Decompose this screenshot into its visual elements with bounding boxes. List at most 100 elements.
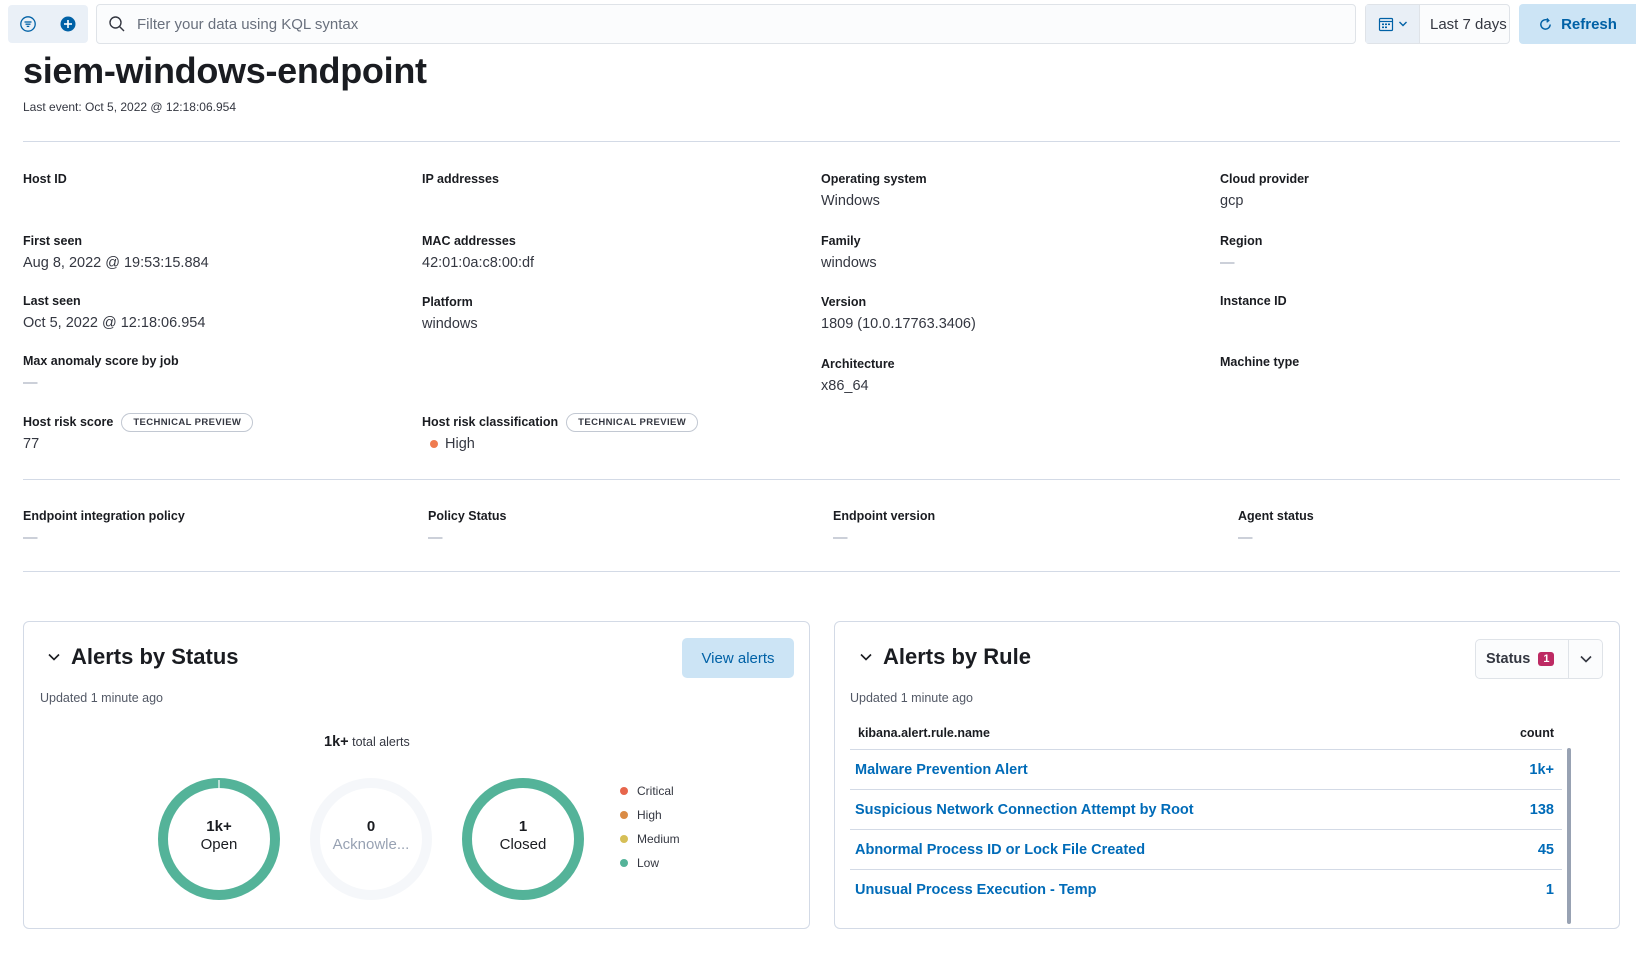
legend-swatch <box>620 787 628 795</box>
legend-item-low[interactable]: Low <box>620 851 680 875</box>
divider <box>23 141 1620 142</box>
page-title: siem-windows-endpoint <box>23 50 427 91</box>
field-label-text: Host risk score <box>23 415 114 429</box>
field-label: MAC addresses <box>422 234 516 248</box>
field-label: Host risk classification TECHNICAL PREVI… <box>422 412 699 432</box>
view-alerts-button[interactable]: View alerts <box>682 638 794 678</box>
legend-swatch <box>620 835 628 843</box>
cloud-provider-field: Cloud provider gcp <box>1220 170 1309 209</box>
rule-count-link[interactable]: 138 <box>1529 801 1554 818</box>
donut-count: 1 <box>518 818 528 835</box>
refresh-button[interactable]: Refresh <box>1519 4 1636 44</box>
field-label: Operating system <box>821 172 927 186</box>
rule-name-link[interactable]: Suspicious Network Connection Attempt by… <box>855 801 1194 818</box>
field-value: — <box>1238 530 1253 546</box>
legend-label: Medium <box>637 832 680 846</box>
table-row: Unusual Process Execution - Temp 1 <box>850 870 1562 910</box>
field-label: Cloud provider <box>1220 172 1309 186</box>
refresh-icon <box>1540 17 1551 30</box>
field-label-text: Host risk classification <box>422 415 559 429</box>
host-risk-score-field: Host risk score TECHNICAL PREVIEW 77 <box>23 412 254 452</box>
architecture-field: Architecture x86_64 <box>821 355 895 394</box>
field-value: Oct 5, 2022 @ 12:18:06.954 <box>23 315 206 331</box>
donut-count: 0 <box>366 818 376 835</box>
donut-open[interactable] <box>157 777 281 901</box>
instance-id-field: Instance ID <box>1220 292 1287 315</box>
collapse-chevron-icon[interactable] <box>859 650 873 664</box>
field-label: Platform <box>422 295 473 309</box>
alerts-by-status-panel: Alerts by Status Updated 1 minute ago Vi… <box>23 621 810 929</box>
field-value[interactable]: 1809 (10.0.17763.3406) <box>821 316 976 332</box>
status-filter-button[interactable]: Status 1 <box>1475 639 1603 679</box>
field-value: — <box>1220 255 1235 271</box>
agent-status-field: Agent status — <box>1238 507 1314 546</box>
field-label: Policy Status <box>428 509 507 523</box>
kql-search-field <box>96 4 1356 44</box>
panel-header: Alerts by Rule <box>859 644 1031 670</box>
field-label: Agent status <box>1238 509 1314 523</box>
operating-system-field: Operating system Windows <box>821 170 927 209</box>
total-suffix: total alerts <box>352 735 410 749</box>
date-picker: Last 7 days <box>1365 4 1510 44</box>
field-label: Architecture <box>821 357 895 371</box>
legend-swatch <box>620 811 628 819</box>
rule-name-link[interactable]: Unusual Process Execution - Temp <box>855 882 1097 898</box>
field-label: First seen <box>23 234 83 248</box>
table-scrollbar[interactable] <box>1567 748 1571 924</box>
date-range-label[interactable]: Last 7 days <box>1430 15 1507 33</box>
field-value[interactable]: windows <box>821 255 877 271</box>
chevron-down-icon <box>1398 21 1407 27</box>
donut-count: 1k+ <box>206 818 232 835</box>
field-label: Last seen <box>23 294 81 308</box>
legend-item-critical[interactable]: Critical <box>620 779 680 803</box>
refresh-label: Refresh <box>1561 15 1617 33</box>
legend-item-medium[interactable]: Medium <box>620 827 680 851</box>
host-risk-classification-field: Host risk classification TECHNICAL PREVI… <box>422 412 699 452</box>
donut-status: Acknowle... <box>332 836 410 853</box>
search-icon <box>97 15 137 33</box>
legend-swatch <box>620 859 628 867</box>
total-alerts: 1k+ total alerts <box>324 734 410 750</box>
donut-closed-label: 1 Closed <box>461 818 585 854</box>
collapse-chevron-icon[interactable] <box>47 650 61 664</box>
field-value[interactable]: Windows <box>821 193 880 209</box>
rule-name-link[interactable]: Malware Prevention Alert <box>855 761 1028 778</box>
donut-acknowledged-label: 0 Acknowle... <box>309 818 433 854</box>
host-id-field: Host ID <box>23 170 67 193</box>
field-value[interactable]: gcp <box>1220 193 1244 209</box>
field-value[interactable]: x86_64 <box>821 378 869 394</box>
field-value: — <box>23 375 38 391</box>
legend-label: High <box>637 808 662 822</box>
field-value: — <box>23 530 38 546</box>
donut-closed[interactable] <box>461 777 585 901</box>
rule-count-link[interactable]: 1 <box>1545 882 1554 898</box>
field-value: Aug 8, 2022 @ 19:53:15.884 <box>23 255 209 271</box>
ip-addresses-field: IP addresses <box>422 170 499 193</box>
legend-item-high[interactable]: High <box>620 803 680 827</box>
filter-buttons-group <box>8 5 88 43</box>
field-label: Region <box>1220 234 1263 248</box>
field-label: Host ID <box>23 172 67 186</box>
first-seen-field: First seen Aug 8, 2022 @ 19:53:15.884 <box>23 232 209 271</box>
field-label: IP addresses <box>422 172 499 186</box>
field-label: Host risk score TECHNICAL PREVIEW <box>23 412 254 432</box>
field-label: Endpoint version <box>833 509 936 523</box>
machine-type-field: Machine type <box>1220 353 1299 376</box>
donut-acknowledged[interactable] <box>309 777 433 901</box>
rule-count-link[interactable]: 1k+ <box>1529 761 1554 778</box>
table-row: Abnormal Process ID or Lock File Created… <box>850 830 1562 870</box>
divider <box>23 571 1620 572</box>
field-value[interactable]: 42:01:0a:c8:00:df <box>422 255 535 271</box>
column-header-rule-name: kibana.alert.rule.name <box>858 726 991 740</box>
field-label: Machine type <box>1220 355 1300 369</box>
field-value[interactable]: windows <box>422 316 478 332</box>
quick-select-button[interactable] <box>1366 5 1420 43</box>
updated-text: Updated 1 minute ago <box>40 691 164 705</box>
saved-query-button[interactable] <box>8 5 48 43</box>
rule-name-link[interactable]: Abnormal Process ID or Lock File Created <box>855 841 1146 858</box>
rule-count-link[interactable]: 45 <box>1537 841 1554 858</box>
field-label: Family <box>821 234 861 248</box>
search-input[interactable] <box>137 15 1337 33</box>
add-filter-button[interactable] <box>48 5 88 43</box>
family-field: Family windows <box>821 232 877 271</box>
